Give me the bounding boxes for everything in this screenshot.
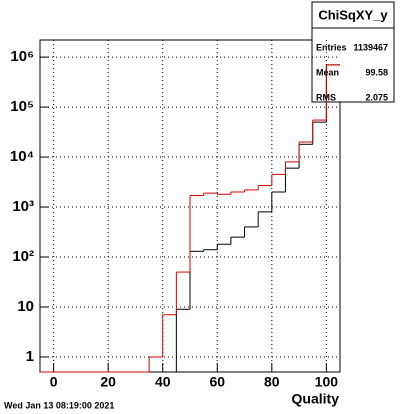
y-tick-label: 1 (26, 348, 34, 365)
x-tick-label: 80 (264, 374, 280, 390)
y-tick-label: 10² (12, 248, 34, 265)
y-tick-label: 10 (17, 298, 34, 315)
y-tick-label: 10⁵ (10, 98, 34, 115)
frame (39, 39, 341, 373)
y-tick-label: 10⁶ (10, 48, 34, 65)
x-tick-label: 60 (209, 374, 225, 390)
stats-label: Mean (316, 67, 339, 77)
y-tick-label: 10⁴ (10, 148, 34, 165)
footer: Wed Jan 13 08:19:00 2021 (4, 400, 114, 410)
x-tick-label: 40 (155, 374, 171, 390)
stats-value: 99.58 (365, 67, 388, 77)
stats-value: 2.075 (365, 92, 388, 102)
stats-box (311, 1, 395, 103)
x-tick-label: 0 (50, 374, 58, 390)
x-tick-label: 20 (100, 374, 116, 390)
stats-label: Entries (316, 42, 347, 52)
stats-value: 1139467 (353, 42, 388, 52)
stats-title: ChiSqXY_y (318, 7, 388, 22)
x-tick-label: 100 (315, 374, 339, 390)
stats-label: RMS (316, 92, 336, 102)
y-tick-label: 10³ (12, 198, 34, 215)
x-axis-label: Quality (292, 391, 340, 407)
